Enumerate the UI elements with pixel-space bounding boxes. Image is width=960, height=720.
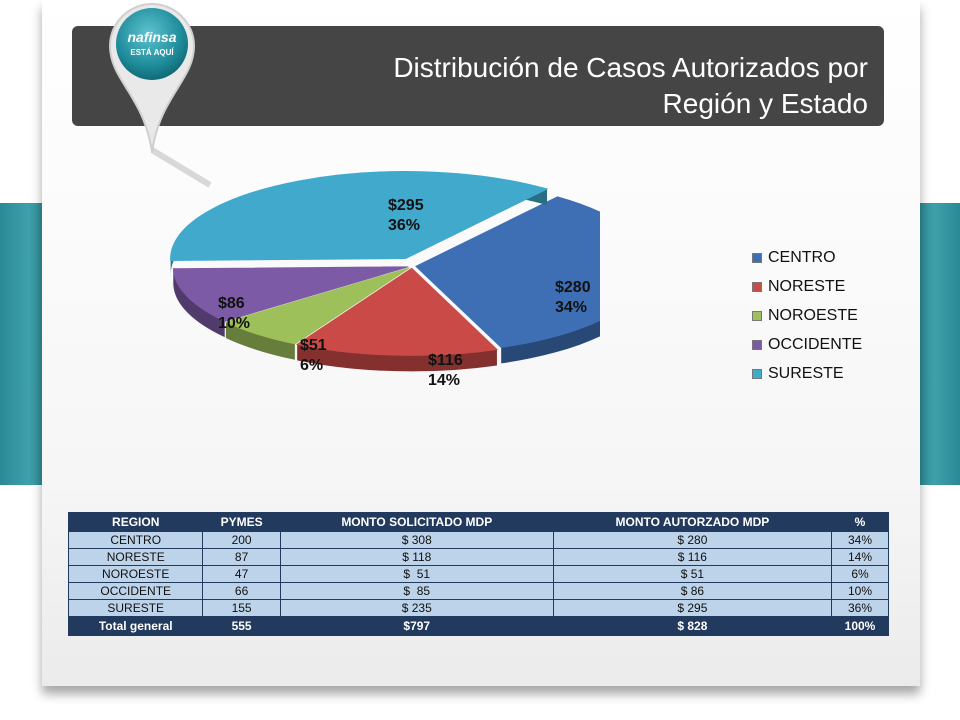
- legend-item-occidente: OCCIDENTE: [752, 330, 862, 359]
- slide-title-line2: Región y Estado: [662, 88, 868, 119]
- table-cell: 66: [202, 582, 281, 600]
- table-total-cell: Total general: [67, 616, 204, 636]
- legend-swatch: [752, 310, 762, 321]
- slide-title-line1: Distribución de Casos Autorizados por: [393, 52, 868, 83]
- legend-item-noroeste: NOROESTE: [752, 301, 862, 330]
- table-cell: CENTRO: [67, 531, 204, 549]
- legend-item-centro: CENTRO: [752, 243, 862, 272]
- legend-label: NOROESTE: [768, 306, 858, 324]
- svg-text:nafinsa: nafinsa: [127, 29, 176, 45]
- legend-label: NORESTE: [768, 277, 846, 295]
- legend-item-noreste: NORESTE: [752, 272, 862, 301]
- data-table: REGION PYMES MONTO SOLICITADO MDP MONTO AUT…: [67, 512, 890, 636]
- table-cell: 155: [202, 599, 281, 617]
- table-cell: 200: [202, 531, 281, 549]
- table-row: NORESTE 87 $ 118 $ 116 14%: [67, 548, 890, 566]
- legend-swatch: [752, 252, 762, 263]
- table-header-cell: REGION: [67, 512, 204, 532]
- pie-chart: $280 34% $116 14% $51 6% $86 10% $295 36%: [170, 171, 600, 389]
- legend-label: CENTRO: [768, 248, 836, 266]
- pie-slice-side-noroeste: [225, 322, 295, 360]
- table-cell: NOROESTE: [67, 565, 204, 583]
- data-label-centro: $280 34%: [555, 279, 591, 316]
- map-pin-icon: nafinsa ESTÁ AQUÍ: [108, 3, 212, 188]
- table-cell: OCCIDENTE: [67, 582, 204, 600]
- table-cell: $ 51: [279, 565, 554, 583]
- table-cell: $ 295: [552, 599, 832, 617]
- legend-label: SURESTE: [768, 364, 844, 382]
- legend-swatch: [752, 281, 762, 292]
- table-row: SURESTE 155 $ 235 $ 295 36%: [67, 599, 890, 617]
- table-cell: $ 85: [279, 582, 554, 600]
- data-label-noroeste: $51 6%: [300, 337, 327, 374]
- pie-slice-sureste: [170, 171, 549, 261]
- table-cell: 87: [202, 548, 281, 566]
- table-cell: $ 51: [552, 565, 832, 583]
- table-cell: NORESTE: [67, 548, 204, 566]
- nafinsa-logo: nafinsa ESTÁ AQUÍ: [90, 0, 230, 190]
- legend-swatch: [752, 368, 762, 379]
- table-cell: $ 280: [552, 531, 832, 549]
- table-cell: 10%: [830, 582, 890, 600]
- table-header-cell: MONTO SOLICITADO MDP: [279, 512, 554, 532]
- table-row: OCCIDENTE 66 $ 85 $ 86 10%: [67, 582, 890, 600]
- table-cell: SURESTE: [67, 599, 204, 617]
- table-total-cell: 100%: [830, 616, 890, 636]
- slide-title: Distribución de Casos Autorizados por Re…: [268, 50, 868, 122]
- svg-text:ESTÁ AQUÍ: ESTÁ AQUÍ: [130, 48, 174, 57]
- data-label-noreste: $116 14%: [428, 352, 463, 389]
- right-accent-band: [916, 203, 960, 485]
- table-total-row: Total general 555 $797 $ 828 100%: [67, 616, 890, 636]
- table-row: NOROESTE 47 $ 51 $ 51 6%: [67, 565, 890, 583]
- chart-legend: CENTRO NORESTE NOROESTE OCCIDENTE SURESTE: [752, 243, 862, 388]
- table-total-cell: $797: [279, 616, 554, 636]
- table-cell: 14%: [830, 548, 890, 566]
- table-cell: $ 86: [552, 582, 832, 600]
- table-cell: 34%: [830, 531, 890, 549]
- table-header-cell: MONTO AUTORZADO MDP: [552, 512, 832, 532]
- pie-slice-side-noreste: [297, 344, 497, 372]
- table-total-cell: 555: [202, 616, 281, 636]
- table-row: CENTRO 200 $ 308 $ 280 34%: [67, 531, 890, 549]
- pie-slice-centro: [415, 196, 600, 348]
- table-cell: 6%: [830, 565, 890, 583]
- left-accent-band: [0, 203, 48, 485]
- table-total-cell: $ 828: [552, 616, 832, 636]
- table-cell: $ 235: [279, 599, 554, 617]
- table-header-row: REGION PYMES MONTO SOLICITADO MDP MONTO AUT…: [67, 512, 890, 532]
- legend-swatch: [752, 339, 762, 350]
- title-bar: [72, 26, 884, 126]
- table-header-cell: %: [830, 512, 890, 532]
- pie-slice-occidente: [172, 266, 409, 322]
- data-label-occidente: $86 10%: [218, 295, 250, 332]
- pie-slice-noroeste: [224, 267, 410, 345]
- pie-slice-side-occidente: [173, 268, 225, 338]
- table-cell: $ 118: [279, 548, 554, 566]
- table-cell: 47: [202, 565, 281, 583]
- table-cell: 36%: [830, 599, 890, 617]
- table-header-cell: PYMES: [202, 512, 281, 532]
- data-label-sureste: $295 36%: [388, 197, 424, 234]
- legend-item-sureste: SURESTE: [752, 359, 862, 388]
- legend-label: OCCIDENTE: [768, 335, 863, 353]
- table-cell: $ 116: [552, 548, 832, 566]
- pie-slice-noreste: [295, 267, 499, 356]
- table-cell: $ 308: [279, 531, 554, 549]
